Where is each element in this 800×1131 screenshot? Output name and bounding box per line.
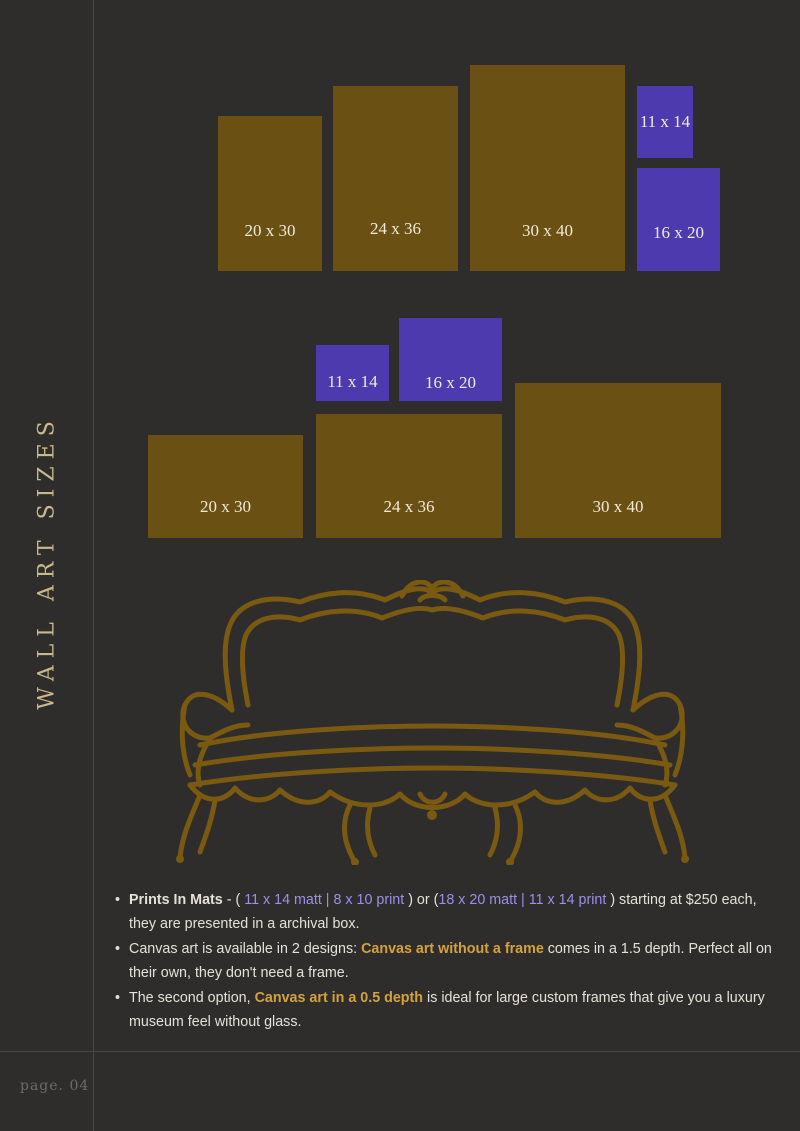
footer-divider — [0, 1051, 800, 1052]
highlight-text: Canvas art in a 0.5 depth — [254, 990, 424, 1006]
page-number: page. 04 — [20, 1078, 90, 1094]
text-fragment: Canvas art is available in 2 designs: — [129, 941, 362, 957]
size-label: 16 x 20 — [425, 372, 476, 392]
text-fragment: - ( — [222, 892, 245, 908]
size-label: 11 x 14 — [327, 372, 378, 391]
size-label: 30 x 40 — [522, 221, 573, 240]
text-fragment: comes in a 1.5 depth. Perfect all on the… — [129, 941, 772, 981]
text-fragment: is ideal for large custom frames that gi… — [129, 990, 765, 1030]
frame-24x36: 24 x 36 — [316, 414, 502, 538]
size-label: 24 x 36 — [370, 219, 421, 238]
frame-30x40: 30 x 40 — [470, 65, 625, 271]
text-fragment: ) starting at $250 each, they are presen… — [129, 892, 757, 932]
frame-16x20: 16 x 20 — [399, 318, 502, 401]
list-item-second-option: The second option, Canvas art in a 0.5 d… — [114, 986, 774, 1034]
frame-11x14: 11 x 14 — [637, 86, 693, 158]
size-label: 20 x 30 — [244, 221, 296, 240]
sofa-illustration — [176, 580, 689, 865]
list-item-prints: Prints In Mats - ( 11 x 14 matt | 8 x 10… — [114, 888, 774, 936]
section-title: WALL ART SIZES — [34, 414, 60, 710]
option-text: 18 x 20 matt | 11 x 14 print — [438, 892, 607, 908]
frame-11x14: 11 x 14 — [316, 345, 389, 401]
size-label: 30 x 40 — [592, 497, 644, 516]
list-item-canvas: Canvas art is available in 2 designs: Ca… — [114, 937, 774, 985]
frame-30x40: 30 x 40 — [515, 383, 721, 538]
frame-24x36: 24 x 36 — [333, 86, 458, 271]
frame-20x30: 20 x 30 — [218, 116, 322, 271]
option-text: 11 x 14 matt | 8 x 10 print — [244, 892, 405, 908]
size-label: 24 x 36 — [383, 497, 435, 516]
size-label: 20 x 30 — [200, 497, 251, 516]
frame-20x30: 20 x 30 — [148, 435, 303, 538]
text-fragment: ) or ( — [404, 892, 439, 908]
item-title: Prints In Mats — [129, 892, 223, 908]
size-label: 16 x 20 — [653, 222, 704, 242]
vertical-divider — [93, 0, 94, 1131]
info-list: Prints In Mats - ( 11 x 14 matt | 8 x 10… — [114, 888, 774, 1035]
highlight-text: Canvas art without a frame — [361, 941, 544, 957]
size-label: 11 x 14 — [639, 112, 691, 131]
text-fragment: The second option, — [129, 990, 255, 1006]
frame-16x20: 16 x 20 — [637, 168, 720, 271]
